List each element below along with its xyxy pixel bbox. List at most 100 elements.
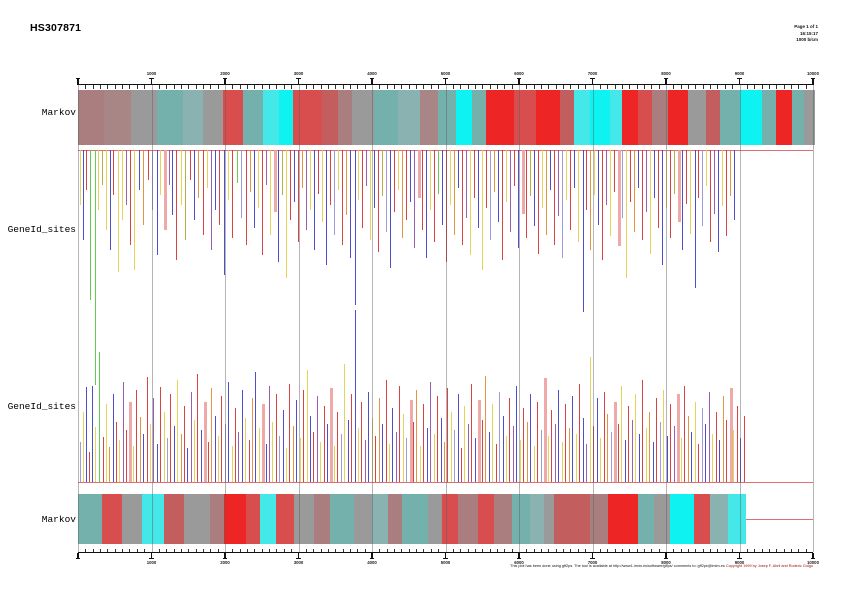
geneid-sites-top-spike bbox=[574, 150, 576, 188]
markov-top-segment bbox=[472, 90, 486, 145]
markov-bottom-segment bbox=[246, 494, 260, 544]
minor-tick bbox=[276, 85, 278, 89]
geneid-sites-bottom-spike bbox=[723, 396, 725, 482]
minor-tick bbox=[217, 85, 219, 89]
geneid-sites-top-spike bbox=[550, 150, 552, 190]
minor-tick bbox=[504, 548, 506, 552]
top-tick-label: 10000 bbox=[807, 71, 819, 76]
major-tick bbox=[591, 79, 594, 85]
geneid-sites-top-spike bbox=[702, 150, 704, 226]
minor-tick bbox=[658, 85, 660, 89]
geneid-sites-bottom-spike bbox=[482, 420, 484, 482]
markov-top-segment bbox=[279, 90, 293, 145]
geneid-sites-top-spike bbox=[446, 150, 448, 262]
geneid-sites-bottom-spike bbox=[558, 390, 560, 482]
geneid-sites-top-spike bbox=[538, 150, 540, 254]
geneid-sites-top-spike bbox=[482, 150, 484, 270]
geneid-sites-bottom-spike bbox=[289, 384, 291, 482]
markov-bottom-segment bbox=[710, 494, 728, 544]
geneid-sites-top-spike bbox=[454, 150, 456, 235]
markov-top-segment bbox=[420, 90, 438, 145]
geneid-sites-bottom-spike bbox=[157, 444, 159, 482]
minor-tick bbox=[438, 548, 439, 552]
geneid-sites-bottom-spike bbox=[737, 406, 739, 482]
geneid-sites-bottom-spike bbox=[451, 412, 453, 482]
geneid-sites-bottom-spike bbox=[656, 398, 658, 482]
minor-tick bbox=[364, 548, 366, 552]
minor-tick bbox=[416, 548, 417, 552]
geneid-sites-bottom-spike bbox=[614, 402, 617, 482]
geneid-sites-top-spike bbox=[237, 150, 239, 183]
major-tick bbox=[738, 79, 741, 85]
major-tick-cap bbox=[810, 78, 816, 80]
markov-top-segment bbox=[338, 90, 352, 145]
geneid-sites-top-spike bbox=[198, 150, 200, 198]
geneid-sites-top-spike bbox=[286, 150, 288, 278]
markov-top-segment bbox=[183, 90, 203, 145]
minor-tick bbox=[651, 85, 653, 89]
geneid-sites-bottom-spike bbox=[344, 364, 346, 482]
minor-tick bbox=[327, 548, 329, 552]
geneid-sites-top-spike bbox=[562, 150, 564, 258]
markov-bottom-segment bbox=[164, 494, 184, 544]
geneid-sites-bottom-spike bbox=[635, 394, 637, 482]
geneid-sites-top-spike bbox=[662, 150, 664, 265]
geneid-sites-top-spike bbox=[554, 150, 556, 245]
geneid-sites-top-spike bbox=[494, 150, 496, 192]
minor-tick bbox=[482, 548, 484, 552]
minor-tick bbox=[511, 85, 513, 89]
bottom-tick-label: 7000 bbox=[587, 560, 598, 565]
geneid-sites-bottom-spike bbox=[249, 440, 251, 482]
minor-tick bbox=[585, 85, 586, 89]
markov-top-segment bbox=[104, 90, 131, 145]
markov-bottom-segment bbox=[728, 494, 746, 544]
minor-tick bbox=[423, 85, 425, 89]
minor-tick bbox=[768, 548, 770, 552]
geneid-sites-top-spike bbox=[462, 150, 464, 245]
geneid-sites-bottom-spike bbox=[238, 432, 240, 482]
major-tick bbox=[371, 79, 373, 85]
minor-tick bbox=[291, 548, 292, 552]
geneid-sites-top-spike bbox=[558, 150, 560, 216]
bottom-tick-label: 8000 bbox=[661, 560, 671, 565]
geneid-sites-bottom-spike bbox=[447, 388, 449, 482]
markov-top-segment bbox=[804, 90, 815, 145]
geneid-sites-top-spike bbox=[422, 150, 424, 230]
markov-top-segment bbox=[374, 90, 398, 145]
geneid-sites-bottom-spike bbox=[499, 392, 501, 482]
geneid-sites-top-spike bbox=[598, 150, 600, 225]
geneid-sites-bottom-spike bbox=[143, 434, 145, 482]
x-gridline bbox=[739, 84, 741, 552]
geneid-sites-top-spike bbox=[522, 150, 525, 214]
geneid-sites-bottom-spike bbox=[293, 426, 295, 482]
minor-tick bbox=[129, 85, 131, 89]
markov-top-segment bbox=[776, 90, 792, 145]
geneid-sites-top-spike bbox=[130, 150, 132, 245]
markov-top-segment bbox=[438, 90, 456, 145]
minor-tick bbox=[313, 85, 314, 89]
header-info: Page 1 of 1 16:15:17 1000 b/cm bbox=[794, 24, 818, 44]
geneid-sites-bottom-spike bbox=[628, 406, 630, 482]
geneid-sites-bottom-spike bbox=[621, 386, 623, 482]
x-gridline bbox=[225, 84, 226, 552]
major-tick bbox=[77, 553, 79, 559]
geneid-sites-bottom-spike bbox=[527, 422, 529, 482]
minor-tick bbox=[754, 548, 755, 552]
major-tick-cap bbox=[149, 78, 154, 80]
geneid-sites-bottom-spike bbox=[259, 428, 261, 482]
minor-tick bbox=[460, 85, 461, 89]
geneid-sites-bottom-spike bbox=[191, 392, 193, 482]
geneid-sites-top-spike bbox=[322, 150, 324, 222]
geneid-sites-bottom-spike bbox=[475, 438, 477, 482]
geneid-sites-bottom-spike bbox=[119, 440, 121, 482]
geneid-sites-bottom-spike bbox=[674, 426, 676, 482]
markov-top-segment bbox=[157, 90, 183, 145]
major-tick bbox=[77, 79, 79, 85]
geneid-sites-top-spike bbox=[690, 150, 692, 234]
geneid-sites-bottom-spike bbox=[368, 392, 370, 482]
minor-tick bbox=[423, 548, 425, 552]
geneid-sites-top-spike bbox=[330, 150, 332, 205]
geneid-sites-top-spike bbox=[152, 150, 154, 210]
geneid-sites-bottom-spike bbox=[492, 404, 494, 482]
minor-tick bbox=[474, 85, 476, 89]
